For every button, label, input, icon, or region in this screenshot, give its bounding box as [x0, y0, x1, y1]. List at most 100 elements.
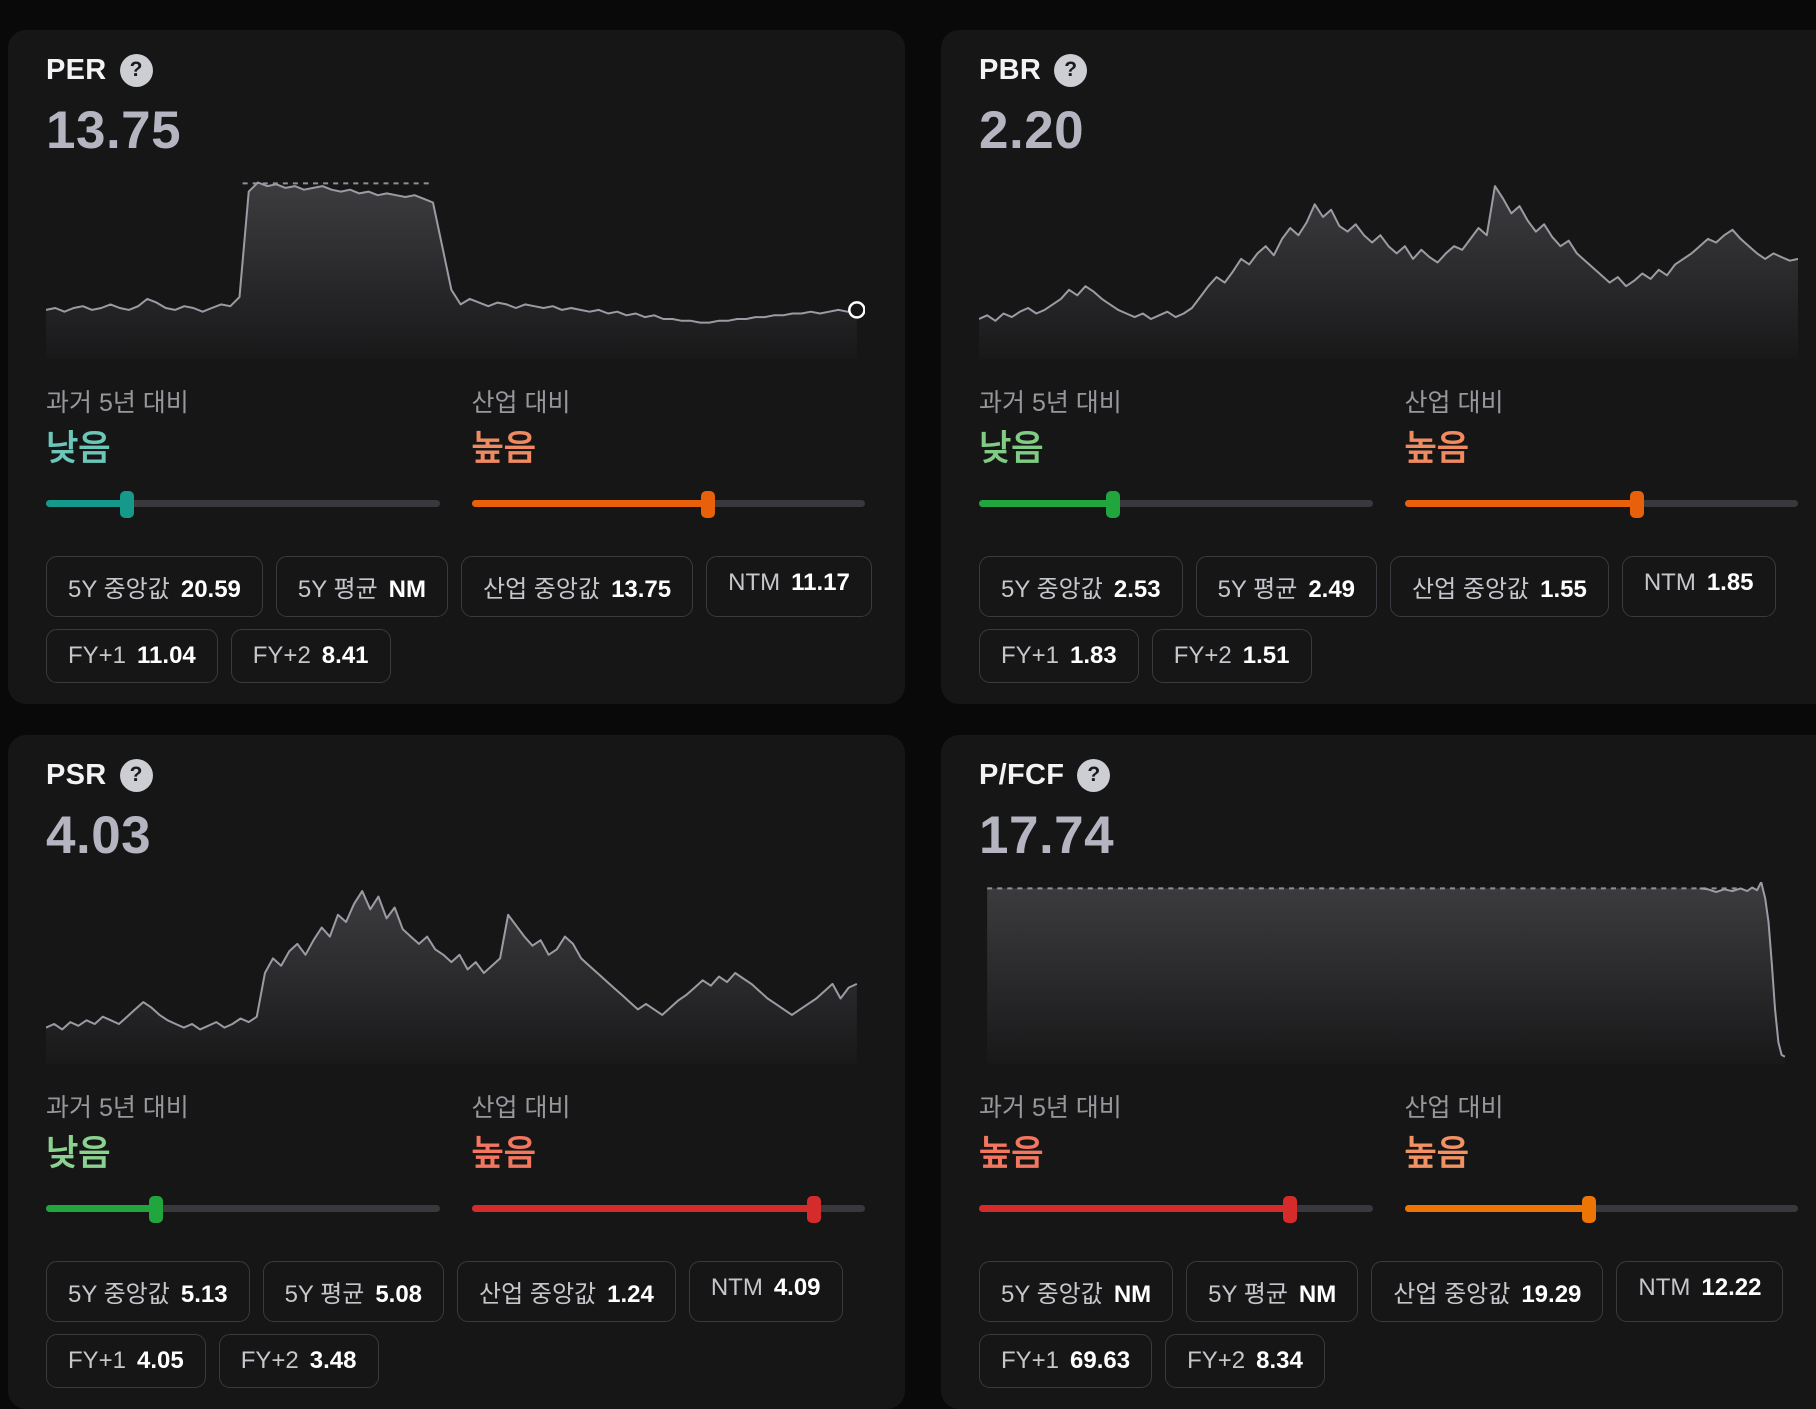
chip-label: NTM	[1643, 569, 1696, 597]
chip-label: 5Y 평균	[297, 576, 378, 604]
past-5y-label: 과거 5년 대비	[979, 389, 1122, 417]
past-5y-status: 낮음	[46, 1133, 111, 1173]
chip-label: FY+1	[68, 642, 127, 670]
past-5y-status: 높음	[979, 1133, 1044, 1173]
chip-value: 2.49	[1308, 576, 1356, 604]
chip-label: NTM	[710, 1274, 763, 1302]
help-icon[interactable]: ?	[119, 53, 153, 87]
stat-chip: FY+2 1.51	[1151, 629, 1312, 684]
stat-chip: FY+1 69.63	[979, 1334, 1153, 1389]
industry-column: 산업 대비 높음	[471, 389, 865, 519]
chip-label: FY+1	[1001, 642, 1060, 670]
chip-value: 11.17	[791, 569, 850, 597]
chip-value: 8.34	[1256, 1347, 1303, 1375]
stat-chip: FY+1 4.05	[46, 1334, 206, 1389]
chip-value: 1.51	[1242, 642, 1290, 670]
stat-chip: FY+1 1.83	[979, 629, 1139, 684]
gauge-track	[1404, 1205, 1798, 1213]
help-icon[interactable]: ?	[1054, 53, 1088, 87]
metric-card-per: PER ? 13.75 과거 5년 대비 낮음 산업 대비 높음	[8, 30, 905, 704]
chip-label: NTM	[1638, 1274, 1691, 1302]
metric-card-pbr: PBR ? 2.20 과거 5년 대비 낮음 산업 대비 높음	[941, 30, 1816, 704]
past-5y-gauge	[46, 490, 440, 519]
past-5y-column: 과거 5년 대비 낮음	[46, 1094, 440, 1224]
stat-chip: NTM 11.17	[706, 556, 872, 618]
industry-gauge	[1404, 1195, 1798, 1224]
past-5y-column: 과거 5년 대비 높음	[979, 1094, 1373, 1224]
stat-chip: 5Y 중앙값 NM	[979, 1261, 1174, 1323]
gauge-fill	[471, 500, 708, 508]
chip-value: 8.41	[321, 642, 369, 670]
stat-chip: 산업 중앙값 19.29	[1371, 1261, 1604, 1323]
sparkline-chart[interactable]	[46, 882, 865, 1064]
metric-card-psr: PSR ? 4.03 과거 5년 대비 낮음 산업 대비 높음	[8, 735, 905, 1409]
chip-value: 69.63	[1070, 1347, 1131, 1375]
sparkline-chart[interactable]	[979, 177, 1798, 359]
chip-value: 5.08	[375, 1281, 423, 1309]
stat-chips: 5Y 중앙값 NM 5Y 평균 NM 산업 중앙값 19.29 NTM 12.22 FY…	[979, 1261, 1798, 1389]
stat-chips: 5Y 중앙값 5.13 5Y 평균 5.08 산업 중앙값 1.24 NTM 4.09 …	[46, 1261, 865, 1389]
chips-row-2: FY+1 11.04 FY+2 8.41	[46, 629, 865, 684]
metric-card-pfcf: P/FCF ? 17.74 과거 5년 대비 높음 산업 대비 높음	[941, 735, 1816, 1409]
industry-column: 산업 대비 높음	[1404, 389, 1798, 519]
gauge-handle	[1282, 1196, 1297, 1224]
chip-value: 3.48	[309, 1347, 357, 1375]
metric-value: 17.74	[979, 806, 1115, 865]
chip-label: 산업 중앙값	[1412, 576, 1530, 604]
metric-title: PBR	[979, 53, 1042, 86]
gauge-handle	[1629, 491, 1644, 519]
sparkline-chart[interactable]	[979, 882, 1798, 1064]
gauge-handle	[1582, 1196, 1597, 1224]
gauge-track	[46, 1205, 440, 1213]
chip-label: 5Y 중앙값	[1001, 576, 1103, 604]
chip-value: 4.05	[137, 1347, 184, 1375]
chart-endpoint-marker	[848, 301, 865, 319]
stat-chip: NTM 12.22	[1616, 1261, 1784, 1323]
stat-chip: FY+1 11.04	[46, 629, 218, 684]
chip-value: NM	[1113, 1281, 1152, 1309]
stat-chip: 산업 중앙값 1.55	[1390, 556, 1609, 618]
card-header: P/FCF ?	[979, 757, 1798, 793]
chip-label: 5Y 중앙값	[68, 1281, 170, 1309]
chips-row-1: 5Y 중앙값 2.53 5Y 평균 2.49 산업 중앙값 1.55 NTM 1.85	[979, 556, 1798, 618]
chip-label: 산업 중앙값	[1393, 1281, 1511, 1309]
industry-status: 높음	[471, 428, 536, 468]
chip-value: NM	[388, 576, 426, 604]
comparison-columns: 과거 5년 대비 낮음 산업 대비 높음	[46, 389, 865, 519]
card-header: PER ?	[46, 52, 865, 88]
gauge-fill	[46, 500, 127, 508]
industry-gauge	[471, 1195, 865, 1224]
gauge-track	[46, 500, 440, 508]
chips-row-1: 5Y 중앙값 NM 5Y 평균 NM 산업 중앙값 19.29 NTM 12.22	[979, 1261, 1798, 1323]
industry-label: 산업 대비	[471, 1094, 571, 1122]
chip-value: 2.53	[1113, 576, 1161, 604]
chips-row-2: FY+1 69.63 FY+2 8.34	[979, 1334, 1798, 1389]
gauge-handle	[1105, 491, 1120, 519]
chip-value: 1.55	[1540, 576, 1587, 604]
gauge-handle	[149, 1196, 164, 1224]
metric-title: PER	[46, 53, 107, 86]
industry-gauge	[1404, 490, 1798, 519]
help-icon[interactable]: ?	[119, 758, 153, 792]
card-header: PSR ?	[46, 757, 865, 793]
chip-label: FY+2	[1187, 1347, 1246, 1375]
chip-value: 4.09	[773, 1274, 821, 1302]
metric-value: 4.03	[46, 806, 152, 865]
comparison-columns: 과거 5년 대비 낮음 산업 대비 높음	[979, 389, 1798, 519]
gauge-fill	[46, 1205, 157, 1213]
industry-column: 산업 대비 높음	[1404, 1094, 1798, 1224]
sparkline-chart[interactable]	[46, 177, 865, 359]
chip-label: 산업 중앙값	[482, 576, 601, 604]
gauge-fill	[1404, 500, 1637, 508]
chip-value: 5.13	[180, 1281, 228, 1309]
stat-chip: 산업 중앙값 13.75	[460, 556, 694, 618]
chip-label: 5Y 중앙값	[68, 576, 170, 604]
industry-status: 높음	[1404, 1133, 1469, 1173]
chip-label: 5Y 평균	[284, 1281, 365, 1309]
past-5y-label: 과거 5년 대비	[979, 1094, 1122, 1122]
chip-value: 1.24	[607, 1281, 654, 1309]
chip-value: 13.75	[611, 576, 672, 604]
chip-label: FY+2	[252, 642, 311, 670]
help-icon[interactable]: ?	[1077, 758, 1111, 792]
metric-value: 2.20	[979, 101, 1085, 160]
